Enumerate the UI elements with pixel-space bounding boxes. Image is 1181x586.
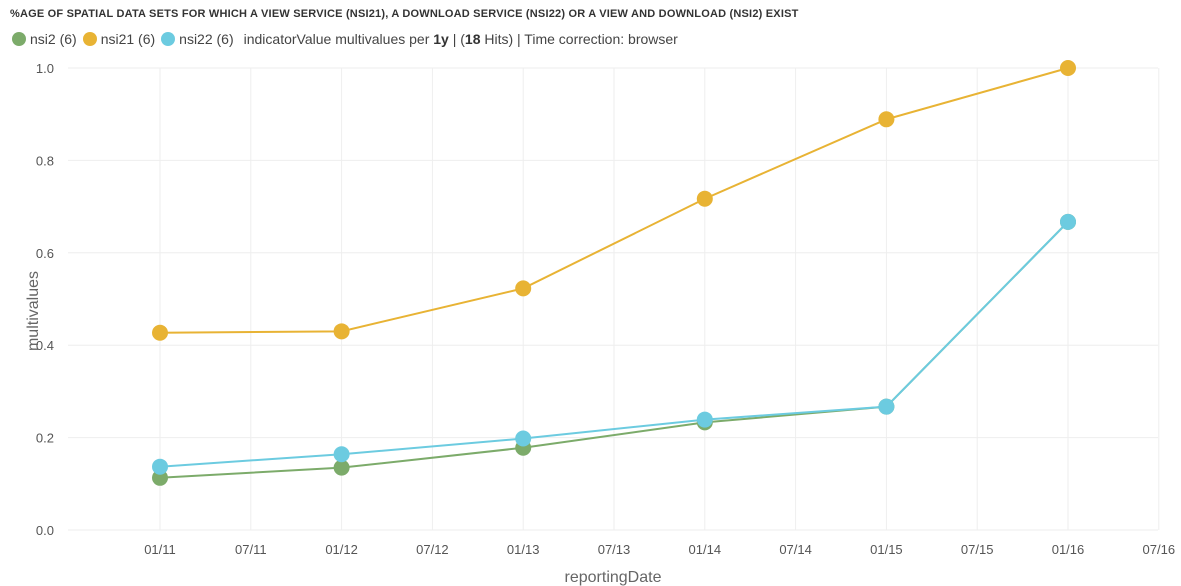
data-point-nsi22[interactable] — [515, 430, 532, 447]
x-tick-label: 07/14 — [779, 542, 812, 557]
info-hits: 18 — [464, 31, 481, 47]
data-point-nsi22[interactable] — [1060, 213, 1076, 230]
series-line-nsi21 — [159, 67, 1069, 334]
legend-label-nsi21: nsi21 (6) — [100, 31, 156, 47]
data-point-nsi22[interactable] — [333, 446, 350, 463]
y-tick-label: 0.0 — [36, 523, 54, 538]
data-point-nsi21[interactable] — [1060, 60, 1076, 76]
info-prefix: indicatorValue multivalues per — [243, 31, 434, 47]
legend-item-nsi2[interactable]: nsi2 (6) — [12, 31, 77, 47]
chart-title: %AGE OF SPATIAL DATA SETS FOR WHICH A VI… — [10, 8, 799, 20]
legend-label-nsi22: nsi22 (6) — [179, 31, 234, 47]
legend-item-nsi22[interactable]: nsi22 (6) — [161, 31, 234, 47]
data-point-nsi21[interactable] — [696, 190, 713, 207]
data-point-nsi2[interactable] — [152, 469, 168, 486]
x-tick-label: 01/16 — [1052, 542, 1085, 557]
legend-info: indicatorValue multivalues per 1y | (18 … — [244, 31, 678, 47]
series-line-nsi22 — [159, 221, 1069, 468]
legend-dot-nsi2-icon — [12, 32, 26, 46]
info-mid: | ( — [448, 31, 465, 47]
y-tick-label: 1.0 — [36, 61, 54, 76]
x-tick-label: 01/14 — [689, 542, 722, 557]
x-tick-label: 01/13 — [507, 542, 540, 557]
x-tick-label: 07/15 — [961, 542, 994, 557]
x-axis-title: reportingDate — [565, 569, 662, 586]
info-interval[interactable]: 1y — [433, 31, 449, 47]
y-axis-title: multivalues — [25, 271, 42, 351]
legend-label-nsi2: nsi2 (6) — [30, 31, 77, 47]
data-point-nsi21[interactable] — [515, 280, 532, 297]
x-tick-label: 01/11 — [144, 542, 176, 557]
x-tick-label: 01/15 — [870, 542, 903, 557]
data-point-nsi21[interactable] — [333, 323, 350, 340]
y-tick-label: 0.4 — [36, 338, 54, 353]
info-suffix: Hits) | Time correction: browser — [480, 31, 678, 47]
data-point-nsi22[interactable] — [696, 411, 713, 428]
x-tick-label: 07/16 — [1143, 542, 1176, 557]
data-point-nsi21[interactable] — [878, 111, 895, 128]
data-point-nsi22[interactable] — [152, 458, 168, 475]
data-point-nsi22[interactable] — [878, 398, 895, 415]
legend-dot-nsi22-icon — [161, 32, 176, 46]
y-tick-label: 0.2 — [36, 431, 54, 446]
x-tick-label: 07/13 — [598, 542, 631, 557]
y-tick-label: 0.6 — [36, 246, 54, 261]
data-point-nsi2[interactable] — [333, 459, 350, 476]
legend-item-nsi21[interactable]: nsi21 (6) — [82, 31, 156, 47]
x-tick-label: 01/12 — [325, 542, 358, 557]
legend-dot-nsi21-icon — [82, 32, 97, 46]
chart-legend: nsi2 (6) nsi21 (6) nsi22 (6) indicatorVa… — [12, 29, 678, 49]
x-tick-label: 07/11 — [235, 542, 267, 557]
y-tick-label: 0.8 — [36, 153, 54, 168]
x-tick-label: 07/12 — [416, 542, 449, 557]
data-point-nsi21[interactable] — [152, 324, 168, 341]
